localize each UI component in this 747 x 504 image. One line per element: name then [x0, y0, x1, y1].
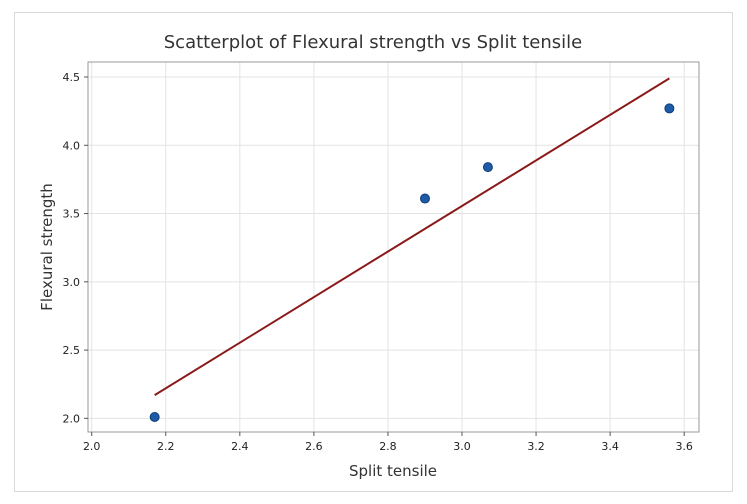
- x-tick-label: 2.8: [379, 440, 397, 453]
- data-point: [419, 193, 430, 204]
- grid: [88, 62, 699, 432]
- x-tick-label: 2.6: [305, 440, 323, 453]
- chart-frame: [14, 12, 733, 492]
- x-tick-label: 2.4: [231, 440, 249, 453]
- y-axis-title: Flexural strength: [38, 183, 56, 311]
- y-tick-label: 3.5: [63, 208, 81, 221]
- x-axis-title: Split tensile: [349, 462, 437, 480]
- x-tick-label: 3.6: [675, 440, 693, 453]
- data-point: [664, 103, 675, 114]
- fit-line-layer: [154, 77, 670, 396]
- data-points: [149, 103, 675, 422]
- plot-area: [87, 61, 700, 433]
- x-tick-label: 3.2: [527, 440, 545, 453]
- y-tick-label: 2.5: [63, 344, 81, 357]
- chart-title: Scatterplot of Flexural strength vs Spli…: [164, 32, 582, 53]
- y-tick-label: 4.0: [63, 139, 81, 152]
- data-point: [149, 411, 160, 422]
- y-tick-label: 4.5: [63, 71, 81, 84]
- y-tick-label: 2.0: [63, 412, 81, 425]
- data-point: [482, 162, 493, 173]
- x-tick-label: 3.4: [601, 440, 619, 453]
- x-tick-label: 2.2: [157, 440, 175, 453]
- regression-line: [154, 77, 670, 396]
- axis-ticks: 2.0 2.2 2.4 2.6 2.8 3.0 3.2 3.4 3.6 2.0 2.5 3.0 3.5 4…: [63, 71, 693, 453]
- x-tick-label: 2.0: [83, 440, 101, 453]
- y-tick-label: 3.0: [63, 276, 81, 289]
- x-tick-label: 3.0: [453, 440, 471, 453]
